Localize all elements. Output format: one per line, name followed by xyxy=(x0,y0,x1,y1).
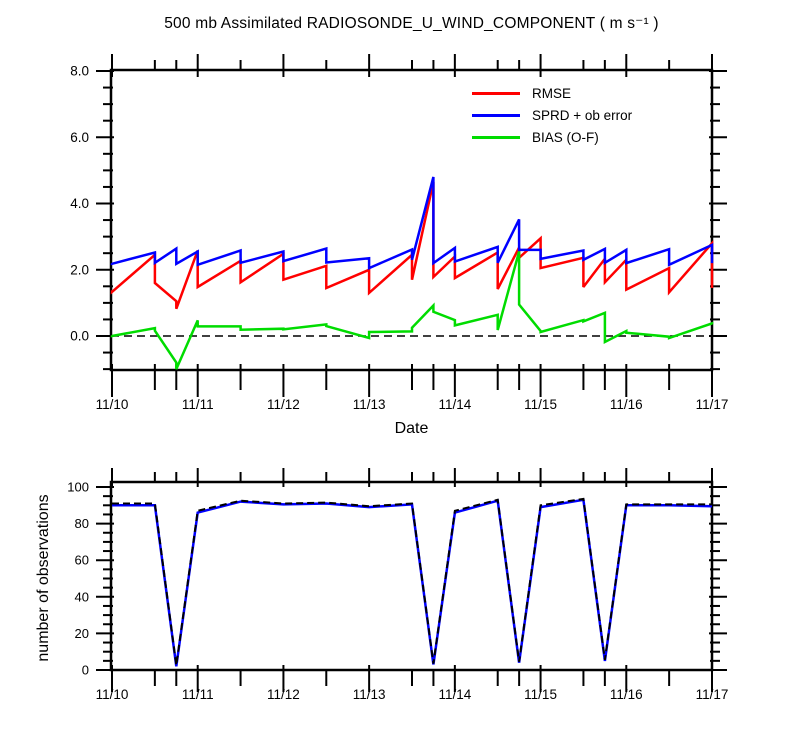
svg-text:11/17: 11/17 xyxy=(696,687,729,702)
svg-text:2.0: 2.0 xyxy=(70,262,89,277)
legend-item-sprd: SPRD + ob error xyxy=(472,104,632,126)
svg-text:0: 0 xyxy=(82,663,89,678)
svg-text:60: 60 xyxy=(75,553,89,568)
svg-text:0.0: 0.0 xyxy=(70,329,89,344)
date-axis-label: Date xyxy=(394,420,429,437)
chart-title: 500 mb Assimilated RADIOSONDE_U_WIND_COM… xyxy=(164,15,659,32)
svg-text:11/11: 11/11 xyxy=(182,397,214,412)
svg-text:11/15: 11/15 xyxy=(524,687,557,702)
legend-label-sprd: SPRD + ob error xyxy=(532,107,633,123)
legend-label-rmse: RMSE xyxy=(532,85,572,101)
bias-line-swatch xyxy=(472,135,520,139)
svg-text:6.0: 6.0 xyxy=(70,130,89,145)
svg-text:11/16: 11/16 xyxy=(610,687,643,702)
svg-text:11/12: 11/12 xyxy=(267,397,300,412)
legend: RMSE SPRD + ob error BIAS (O-F) xyxy=(472,82,632,148)
svg-text:8.0: 8.0 xyxy=(70,64,89,79)
rmse-line-swatch xyxy=(472,91,520,95)
obs-count-axis-label: number of observations xyxy=(35,494,52,662)
svg-text:11/12: 11/12 xyxy=(267,687,300,702)
svg-text:4.0: 4.0 xyxy=(70,196,89,211)
svg-text:11/10: 11/10 xyxy=(96,397,129,412)
svg-text:11/11: 11/11 xyxy=(182,687,214,702)
legend-item-rmse: RMSE xyxy=(472,82,632,104)
svg-text:11/13: 11/13 xyxy=(353,687,386,702)
svg-text:11/13: 11/13 xyxy=(353,397,386,412)
svg-text:80: 80 xyxy=(75,516,89,531)
svg-text:40: 40 xyxy=(75,589,89,604)
svg-text:11/17: 11/17 xyxy=(696,397,729,412)
svg-text:11/10: 11/10 xyxy=(96,687,129,702)
sprd-line-swatch xyxy=(472,113,520,117)
svg-text:11/16: 11/16 xyxy=(610,397,643,412)
svg-text:100: 100 xyxy=(67,480,89,495)
svg-text:11/14: 11/14 xyxy=(438,397,471,412)
legend-label-bias: BIAS (O-F) xyxy=(532,129,599,145)
svg-text:11/14: 11/14 xyxy=(438,687,471,702)
svg-text:11/15: 11/15 xyxy=(524,397,557,412)
svg-text:20: 20 xyxy=(75,626,89,641)
legend-item-bias: BIAS (O-F) xyxy=(472,126,632,148)
